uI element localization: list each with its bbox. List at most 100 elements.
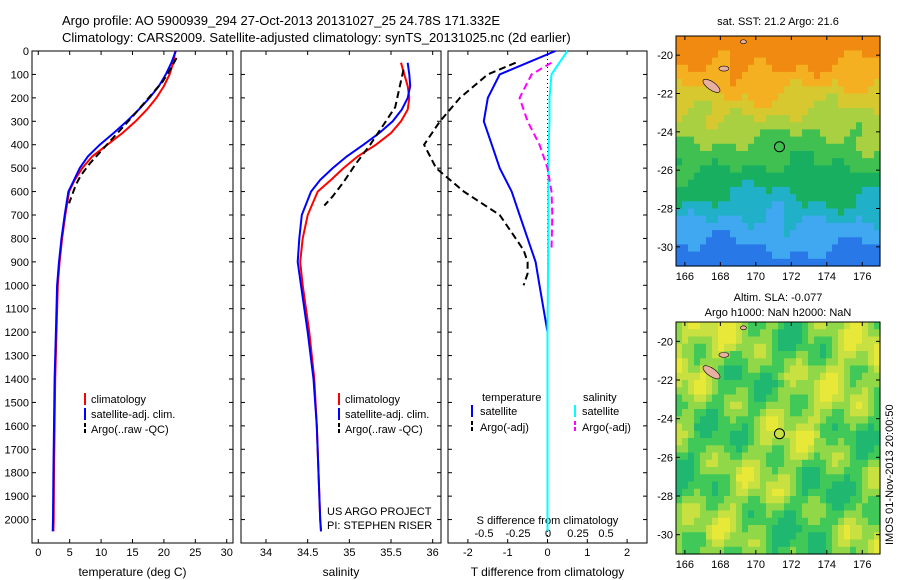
map-cell — [676, 510, 683, 519]
map-cell — [826, 172, 833, 181]
map-cell — [814, 423, 821, 432]
map-cell — [844, 107, 851, 116]
map-cell — [790, 136, 797, 145]
map-cell — [820, 129, 827, 138]
map-cell — [754, 50, 761, 59]
map-cell — [700, 459, 707, 468]
map-cell — [742, 50, 749, 59]
map-cell — [760, 423, 767, 432]
map-cell — [754, 416, 761, 425]
map-cell — [706, 237, 713, 246]
map-cell — [700, 322, 707, 330]
map-cell — [688, 380, 695, 388]
map-cell — [694, 215, 701, 224]
map-cell — [742, 474, 749, 483]
map-cell — [826, 222, 833, 231]
map-cell — [766, 488, 773, 497]
map-cell — [718, 532, 725, 541]
map-cell — [754, 122, 761, 131]
map-cell — [772, 488, 779, 497]
map-cell — [718, 409, 725, 417]
map-cell — [826, 517, 833, 526]
map-cell — [676, 488, 683, 497]
map-cell — [766, 387, 773, 396]
map-cell — [688, 237, 695, 246]
map-cell — [730, 258, 737, 267]
map-cell — [832, 50, 839, 59]
map-cell — [808, 158, 815, 166]
map-cell — [706, 172, 713, 181]
map-cell — [844, 351, 851, 359]
map-cell — [700, 64, 707, 73]
map-cell — [682, 107, 689, 116]
map-cell — [736, 50, 743, 59]
map-cell — [730, 525, 737, 533]
map-cell — [718, 237, 725, 246]
map-cell — [802, 86, 809, 95]
map-cell — [814, 57, 821, 66]
map-cell — [838, 151, 845, 159]
map-cell — [742, 430, 749, 439]
map-cell — [850, 481, 857, 490]
map-cell — [772, 445, 779, 454]
map-cell — [862, 115, 869, 123]
map-cell — [700, 525, 707, 533]
map-cell — [856, 430, 863, 439]
map-cell — [814, 230, 821, 238]
map-cell — [718, 452, 725, 461]
map-cell — [862, 136, 869, 145]
y-tick-label: -26 — [657, 165, 673, 177]
map-cell — [730, 179, 737, 188]
map-cell — [730, 416, 737, 425]
map-cell — [784, 100, 791, 109]
map-cell — [868, 401, 875, 410]
map-cell — [676, 409, 683, 417]
map-cell — [766, 158, 773, 166]
map-cell — [814, 459, 821, 468]
map-cell — [784, 251, 791, 260]
map-cell — [814, 258, 821, 267]
map-cell — [766, 179, 773, 188]
map-cell — [802, 409, 809, 417]
map-cell — [718, 459, 725, 468]
map-cell — [862, 539, 869, 548]
map-cell — [796, 201, 803, 210]
map-cell — [676, 165, 683, 174]
map-cell — [730, 100, 737, 109]
map-cell — [772, 474, 779, 483]
map-cell — [820, 445, 827, 454]
map-cell — [700, 539, 707, 548]
map-cell — [862, 423, 869, 432]
map-cell — [682, 336, 689, 345]
map-cell — [778, 100, 785, 109]
map-cell — [682, 532, 689, 541]
map-cell — [760, 401, 767, 410]
map-cell — [754, 394, 761, 403]
map-cell — [760, 230, 767, 238]
map-cell — [784, 503, 791, 512]
x-tick-label: 36 — [427, 547, 439, 559]
map-cell — [856, 237, 863, 246]
map-cell — [688, 194, 695, 202]
map-cell — [820, 201, 827, 210]
map-cell — [796, 50, 803, 59]
map-cell — [730, 57, 737, 66]
series-line-argo — [323, 69, 405, 207]
map-cell — [874, 481, 881, 490]
map-cell — [676, 43, 683, 51]
map-cell — [772, 244, 779, 253]
map-cell — [802, 230, 809, 238]
map-cell — [754, 459, 761, 468]
map-cell — [724, 423, 731, 432]
map-cell — [856, 445, 863, 454]
map-cell — [766, 503, 773, 512]
map-cell — [706, 107, 713, 116]
map-cell — [754, 258, 761, 267]
map-cell — [772, 452, 779, 461]
map-cell — [682, 416, 689, 425]
map-cell — [868, 57, 875, 66]
map-cell — [712, 539, 719, 548]
map-cell — [730, 496, 737, 504]
map-cell — [832, 329, 839, 338]
map-cell — [688, 481, 695, 490]
